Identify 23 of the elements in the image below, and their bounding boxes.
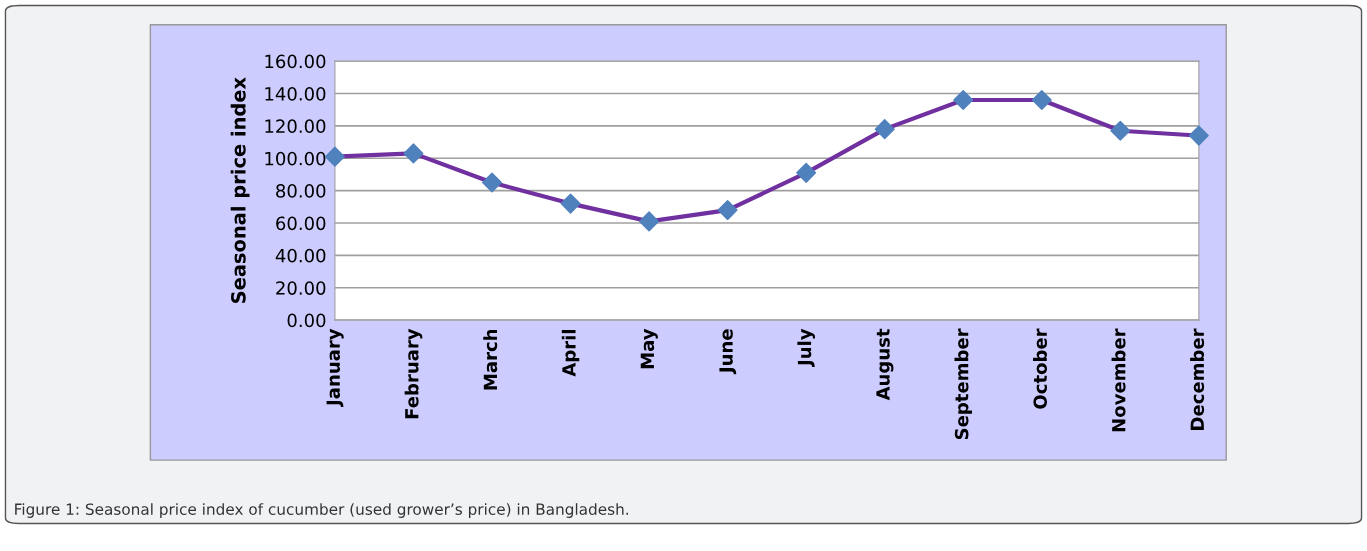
- y-tick-label: 80.00: [276, 184, 326, 198]
- x-tick-label: April: [561, 329, 580, 377]
- y-tick-label: 60.00: [276, 216, 326, 231]
- y-axis-title: Seasonal price index: [230, 77, 250, 303]
- y-tick-label: 140.00: [265, 86, 326, 101]
- x-tick-label: September: [954, 328, 972, 440]
- x-tick-label: February: [404, 328, 423, 419]
- x-tick-label: October: [1033, 328, 1048, 409]
- x-tick-label: August: [876, 328, 894, 401]
- x-tick-label: May: [640, 328, 658, 369]
- y-tick-label: 40.00: [275, 248, 326, 263]
- y-tick-label: 160.00: [265, 54, 326, 69]
- x-tick-label: November: [1111, 328, 1126, 432]
- y-tick-label: 100.00: [265, 151, 326, 166]
- x-tick-label: March: [483, 329, 498, 390]
- y-tick-label: 120.00: [265, 119, 326, 134]
- y-tick-label: 20.00: [276, 281, 326, 295]
- x-tick-label: June: [719, 329, 737, 375]
- caption: Figure 1: Seasonal price index of cucumber (used grower’s price) in Bangladesh.: [15, 503, 628, 518]
- y-tick-label: 0.00: [287, 313, 326, 328]
- x-tick-label: July: [797, 328, 815, 368]
- x-tick-label: January: [326, 328, 344, 407]
- x-tick-label: December: [1190, 328, 1205, 430]
